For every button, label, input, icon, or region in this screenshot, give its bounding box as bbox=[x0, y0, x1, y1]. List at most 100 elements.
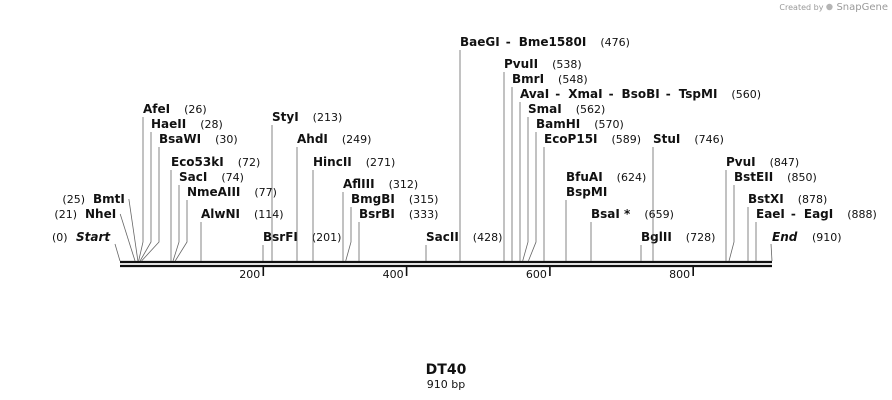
site-ahdi-label[interactable]: AhdI bbox=[297, 132, 328, 146]
site-bsrfi-position: (201) bbox=[312, 231, 342, 244]
site-bmri-position: (548) bbox=[558, 73, 588, 86]
site-bmgbi-leader-line bbox=[345, 207, 352, 262]
site-nmeaiii-label[interactable]: NmeAIII bbox=[187, 185, 240, 199]
site-avai-separator-3: - bbox=[666, 87, 671, 101]
start-position: (0) bbox=[52, 231, 68, 244]
site-styi-position: (213) bbox=[313, 111, 343, 124]
site-sacii-position: (428) bbox=[473, 231, 503, 244]
site-avai-separator-2: - bbox=[609, 87, 614, 101]
site-hincii-label[interactable]: HincII bbox=[313, 155, 352, 169]
ruler-tick-label-800: 800 bbox=[669, 268, 690, 281]
site-eaei-label-2[interactable]: EagI bbox=[804, 207, 833, 221]
site-bfuai-label-1[interactable]: BfuAI bbox=[566, 170, 603, 184]
site-nmeaiii-position: (77) bbox=[254, 186, 277, 199]
watermark-prefix: Created by bbox=[779, 3, 823, 12]
ruler-tick-label-600: 600 bbox=[526, 268, 547, 281]
site-pvui-label[interactable]: PvuI bbox=[726, 155, 756, 169]
site-nhei-leader-line bbox=[119, 213, 136, 262]
site-avai-label-4[interactable]: TspMI bbox=[679, 87, 718, 101]
site-baegi-label-2[interactable]: Bme1580I bbox=[519, 35, 587, 49]
site-bsteii-position: (850) bbox=[787, 171, 817, 184]
site-bsteii-label[interactable]: BstEII bbox=[734, 170, 773, 184]
site-baegi-label-1[interactable]: BaeGI bbox=[460, 35, 500, 49]
site-nhei-position: (21) bbox=[54, 208, 77, 221]
site-bsawi-leader-line bbox=[141, 147, 160, 262]
site-eaei-separator-1: - bbox=[791, 207, 796, 221]
site-bsrbi-position: (333) bbox=[409, 208, 439, 221]
site-eaei-position: (888) bbox=[847, 208, 877, 221]
site-ahdi-position: (249) bbox=[342, 133, 372, 146]
site-bmgbi-label[interactable]: BmgBI bbox=[351, 192, 395, 206]
site-smai-label[interactable]: SmaI bbox=[528, 102, 562, 116]
site-afei-leader-line bbox=[138, 117, 144, 262]
site-pvuii-label[interactable]: PvuII bbox=[504, 57, 538, 71]
site-alwni-label[interactable]: AlwNI bbox=[201, 207, 240, 221]
start-leader-line bbox=[114, 243, 121, 262]
site-bamhi-label[interactable]: BamHI bbox=[536, 117, 580, 131]
site-nhei-label[interactable]: NheI bbox=[85, 207, 116, 221]
site-afliii-position: (312) bbox=[389, 178, 419, 191]
site-bmgbi-position: (315) bbox=[409, 193, 439, 206]
site-avai-position: (560) bbox=[731, 88, 761, 101]
site-bstxi-position: (878) bbox=[798, 193, 828, 206]
site-stui-label[interactable]: StuI bbox=[653, 132, 680, 146]
ruler-tick-label-200: 200 bbox=[239, 268, 260, 281]
site-bsai-position: (659) bbox=[644, 208, 674, 221]
site-bmri-label[interactable]: BmrI bbox=[512, 72, 544, 86]
site-ecop15i-position: (589) bbox=[612, 133, 642, 146]
end-leader-line bbox=[770, 243, 773, 262]
site-bglii-position: (728) bbox=[686, 231, 716, 244]
site-nmeaiii-leader-line bbox=[174, 200, 188, 262]
site-bstxi-label[interactable]: BstXI bbox=[748, 192, 784, 206]
site-eaei-label-1[interactable]: EaeI bbox=[756, 207, 785, 221]
site-bfuai-position: (624) bbox=[617, 171, 647, 184]
site-ecop15i-label[interactable]: EcoP15I bbox=[544, 132, 598, 146]
end-position: (910) bbox=[812, 231, 842, 244]
site-baegi-position: (476) bbox=[600, 36, 630, 49]
site-bsawi-position: (30) bbox=[215, 133, 238, 146]
site-bsawi-label[interactable]: BsaWI bbox=[159, 132, 201, 146]
site-afei-position: (26) bbox=[184, 103, 207, 116]
site-bfuai-label-2[interactable]: BspMI bbox=[566, 185, 607, 199]
site-styi-label[interactable]: StyI bbox=[272, 110, 299, 124]
site-eco53ki-label[interactable]: Eco53kI bbox=[171, 155, 224, 169]
site-avai-label-2[interactable]: XmaI bbox=[568, 87, 602, 101]
site-saci-label[interactable]: SacI bbox=[179, 170, 207, 184]
site-smai-position: (562) bbox=[576, 103, 606, 116]
site-bsrbi-label[interactable]: BsrBI bbox=[359, 207, 395, 221]
site-bsteii-leader-line bbox=[728, 185, 735, 262]
site-saci-leader-line bbox=[172, 185, 180, 262]
watermark-brand: SnapGene bbox=[836, 2, 888, 13]
site-avai-separator-1: - bbox=[555, 87, 560, 101]
site-stui-position: (746) bbox=[694, 133, 724, 146]
sequence-name: DT40 bbox=[426, 362, 467, 378]
site-haeii-label[interactable]: HaeII bbox=[151, 117, 186, 131]
site-afei-label[interactable]: AfeI bbox=[143, 102, 170, 116]
site-bamhi-position: (570) bbox=[594, 118, 624, 131]
site-bmti-leader-line bbox=[128, 198, 139, 262]
site-avai-label-3[interactable]: BsoBI bbox=[622, 87, 660, 101]
site-sacii-label[interactable]: SacII bbox=[426, 230, 459, 244]
site-hincii-position: (271) bbox=[366, 156, 396, 169]
site-bsai-label[interactable]: BsaI * bbox=[591, 207, 631, 221]
snapgene-logo-icon bbox=[826, 3, 833, 11]
site-bmti-position: (25) bbox=[62, 193, 85, 206]
site-avai-label-1[interactable]: AvaI bbox=[520, 87, 549, 101]
site-bsrfi-label[interactable]: BsrFI bbox=[263, 230, 298, 244]
ruler-tick-label-400: 400 bbox=[383, 268, 404, 281]
start-label: Start bbox=[76, 230, 111, 244]
site-haeii-leader-line bbox=[139, 132, 152, 262]
site-bamhi-leader-line bbox=[528, 132, 537, 262]
site-alwni-position: (114) bbox=[254, 208, 284, 221]
site-saci-position: (74) bbox=[221, 171, 244, 184]
site-afliii-label[interactable]: AflIII bbox=[343, 177, 375, 191]
site-eco53ki-position: (72) bbox=[238, 156, 261, 169]
site-haeii-position: (28) bbox=[200, 118, 223, 131]
site-bmti-label[interactable]: BmtI bbox=[93, 192, 125, 206]
site-baegi-separator-1: - bbox=[506, 35, 511, 49]
site-pvui-position: (847) bbox=[770, 156, 800, 169]
site-bglii-label[interactable]: BglII bbox=[641, 230, 672, 244]
end-label: End bbox=[772, 230, 798, 244]
site-smai-leader-line bbox=[522, 117, 529, 262]
